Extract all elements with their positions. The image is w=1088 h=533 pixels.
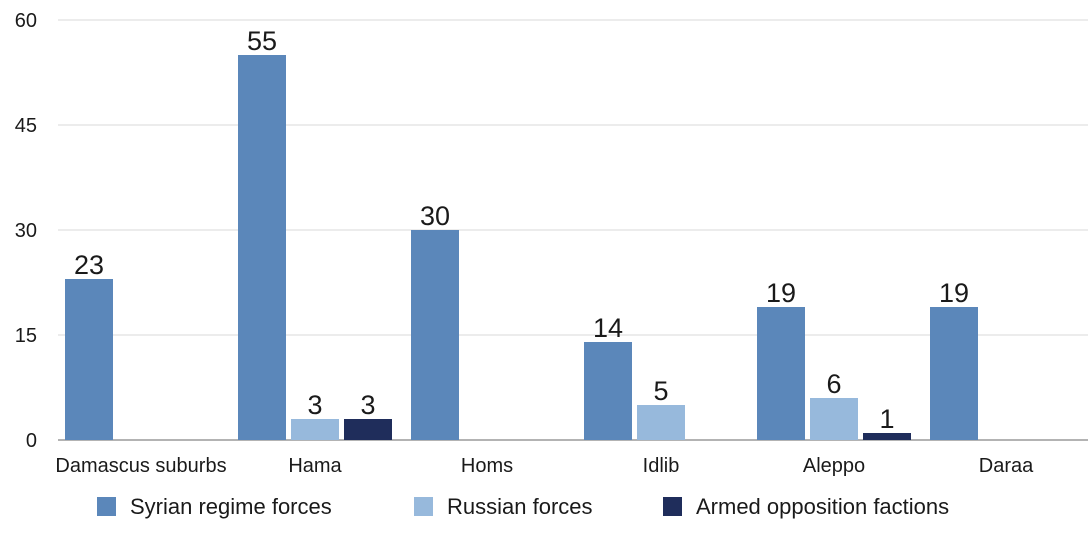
bar-value-label: 19 (766, 278, 796, 308)
bar (238, 55, 286, 440)
bars (65, 55, 978, 440)
x-category-label: Aleppo (803, 455, 865, 477)
legend-label: Syrian regime forces (130, 494, 332, 519)
legend-label: Russian forces (447, 494, 593, 519)
bar-value-label: 5 (653, 376, 668, 406)
bar (291, 419, 339, 440)
bar (344, 419, 392, 440)
bar-value-label: 3 (307, 390, 322, 420)
x-category-label: Damascus suburbs (55, 455, 226, 477)
legend: Syrian regime forces Russian forces Armed … (97, 494, 949, 519)
bar-value-label: 1 (879, 404, 894, 434)
bar (863, 433, 911, 440)
bar-value-label: 6 (826, 369, 841, 399)
y-tick-label: 60 (15, 10, 37, 32)
y-tick-label: 0 (26, 430, 37, 452)
y-axis-ticks: 0 15 30 45 60 (15, 10, 37, 452)
bar-value-label: 19 (939, 278, 969, 308)
bar-value-label: 3 (360, 390, 375, 420)
bar-value-label: 30 (420, 201, 450, 231)
bar (930, 307, 978, 440)
bar-value-label: 23 (74, 250, 104, 280)
gridlines (58, 19, 1088, 441)
bar (810, 398, 858, 440)
data-labels: 23 55 30 14 19 19 3 5 6 3 1 (74, 26, 969, 434)
y-tick-label: 45 (15, 115, 37, 137)
legend-swatch (663, 497, 682, 516)
bar (65, 279, 113, 440)
bar (637, 405, 685, 440)
x-category-label: Hama (288, 455, 342, 477)
bar (411, 230, 459, 440)
bar (584, 342, 632, 440)
bar-value-label: 14 (593, 313, 623, 343)
x-axis-categories: Damascus suburbs Hama Homs Idlib Aleppo Daraa (55, 455, 1034, 477)
legend-swatch (414, 497, 433, 516)
x-category-label: Homs (461, 455, 513, 477)
x-category-label: Daraa (979, 455, 1034, 477)
legend-swatch (97, 497, 116, 516)
bar (757, 307, 805, 440)
x-category-label: Idlib (643, 455, 680, 477)
bar-value-label: 55 (247, 26, 277, 56)
y-tick-label: 15 (15, 325, 37, 347)
legend-label: Armed opposition factions (696, 494, 949, 519)
y-tick-label: 30 (15, 220, 37, 242)
